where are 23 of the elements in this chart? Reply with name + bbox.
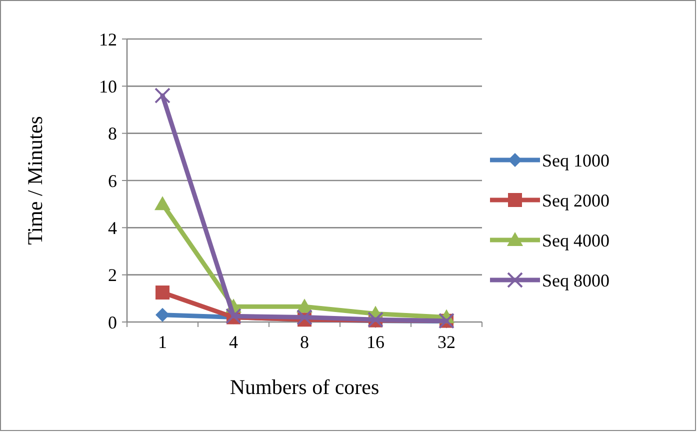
x-tick-label: 8 <box>300 332 309 352</box>
legend-label: Seq 2000 <box>542 190 610 210</box>
y-tick-label: 6 <box>108 170 117 191</box>
point <box>154 88 170 104</box>
point <box>156 286 170 300</box>
y-tick-label: 0 <box>108 312 117 332</box>
x-axis-title: Numbers of cores <box>230 375 380 399</box>
y-axis-title: Time / Minutes <box>23 116 47 245</box>
legend-label: Seq 1000 <box>542 150 610 170</box>
x-tick-label: 4 <box>229 332 238 352</box>
y-tick-label: 10 <box>99 76 117 96</box>
y-tick-label: 8 <box>108 124 117 144</box>
x-tick-label: 32 <box>438 332 456 352</box>
legend-label: Seq 8000 <box>542 270 610 290</box>
point <box>154 196 170 210</box>
point <box>156 308 170 322</box>
y-tick-label: 12 <box>99 29 117 50</box>
x-tick-label: 16 <box>366 332 384 352</box>
legend-label: Seq 4000 <box>542 230 610 250</box>
y-tick-label: 2 <box>108 265 117 286</box>
x-tick-label: 1 <box>158 332 167 352</box>
y-tick-label: 4 <box>108 218 117 238</box>
point <box>296 309 312 326</box>
